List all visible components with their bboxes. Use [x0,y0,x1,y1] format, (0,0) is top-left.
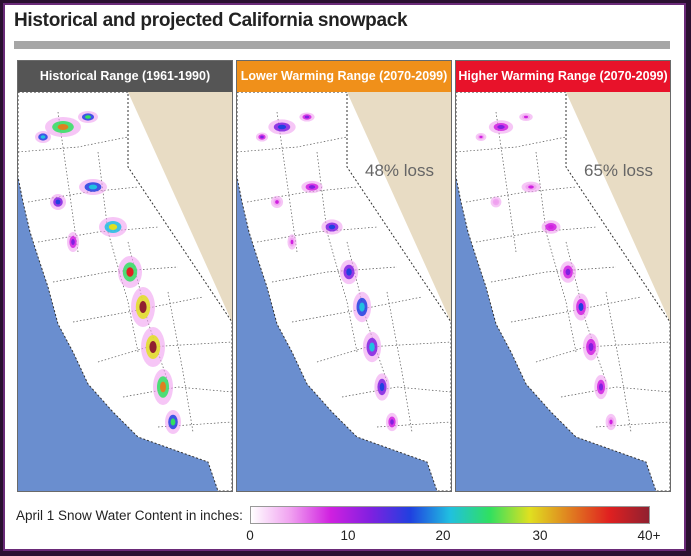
panel-lower-warming: Lower Warming Range (2070-2099) 48% loss [236,60,452,492]
snow-area [578,302,584,312]
panel-header: Higher Warming Range (2070-2099) [456,61,670,92]
title-rule [14,41,670,49]
snow-area [494,200,498,204]
county-line [167,291,194,433]
snow-area [390,419,394,425]
snow-area [277,124,287,130]
county-line [37,226,159,243]
county-line [122,386,232,398]
county-line [18,136,129,153]
snow-area [290,239,294,245]
snow-area [88,184,98,190]
neighbor-state [347,92,451,322]
county-line [72,296,204,323]
snow-area [126,267,134,277]
snow-area [359,302,365,312]
snow-area [71,239,75,245]
county-line [560,386,670,398]
snow-area [149,341,157,353]
snow-area [260,135,264,139]
snow-area [85,115,91,119]
county-line [465,186,577,203]
snow-area [139,301,147,313]
snow-area [588,342,594,352]
county-line [276,111,298,253]
snow-area [497,124,505,130]
neighbor-state [566,92,670,322]
county-line [510,296,642,323]
california-map [456,92,670,491]
county-line [475,226,597,243]
snow-area [609,419,613,425]
snow-area [55,199,61,205]
snow-area [304,115,310,119]
county-line [271,266,398,283]
pacific-ocean [237,177,437,491]
county-line [52,266,179,283]
legend-tick: 10 [340,528,356,543]
county-line [291,296,423,323]
snow-area [369,342,375,352]
snow-area [565,268,571,276]
snow-area [275,200,279,204]
legend-tick: 0 [246,528,254,543]
panel-historical: Historical Range (1961-1990) [17,60,233,492]
snow-area [57,124,69,130]
county-line [316,151,358,353]
loss-label: 65% loss [584,161,653,180]
snow-area [108,224,118,230]
legend-colorbar [250,506,650,524]
snow-area [308,185,316,189]
legend-label: April 1 Snow Water Content in inches: [16,508,243,523]
panel-higher-warming: Higher Warming Range (2070-2099) 65% los… [455,60,671,492]
california-map [237,92,451,491]
snow-area [170,418,176,426]
legend-tick: 40+ [637,528,661,543]
county-line [341,386,451,398]
snow-area [40,135,46,139]
snow-area [528,185,534,189]
county-line [97,151,139,353]
snow-area [523,115,529,119]
county-line [495,111,517,253]
state-border [456,92,670,491]
legend-tick: 20 [435,528,451,543]
county-line [237,136,348,153]
county-line [386,291,413,433]
county-line [57,111,79,253]
panel-header: Lower Warming Range (2070-2099) [237,61,451,92]
snow-area [548,224,554,230]
figure-title: Historical and projected California snow… [14,10,408,31]
california-map [18,92,232,491]
snow-area [479,135,483,139]
legend-tick: 30 [532,528,548,543]
snow-area [379,382,385,392]
loss-label: 48% loss [365,161,434,180]
pacific-ocean [456,177,656,491]
snow-area [598,383,604,391]
county-line [256,226,378,243]
county-line [605,291,632,433]
county-line [456,136,567,153]
neighbor-state [128,92,232,322]
state-border [237,92,451,491]
state-border [18,92,232,491]
snow-area [160,381,166,393]
snow-area [328,224,336,230]
county-line [490,266,617,283]
panel-header: Historical Range (1961-1990) [18,61,232,92]
snow-area [346,268,352,276]
county-line [535,151,577,353]
pacific-ocean [18,177,218,491]
